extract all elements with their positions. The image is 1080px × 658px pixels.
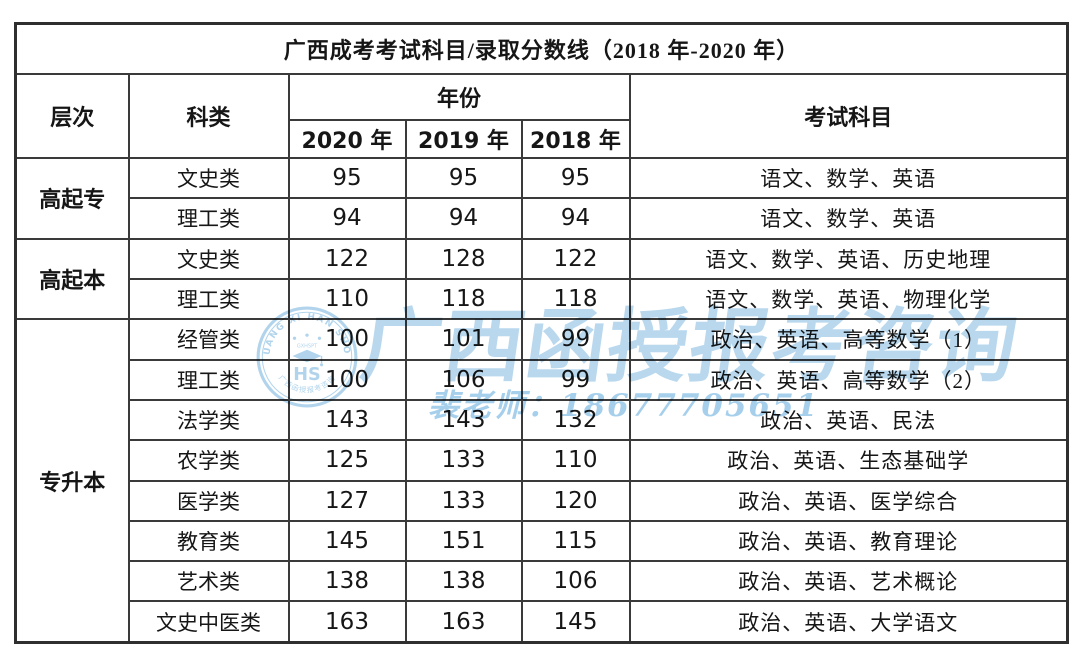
subjects-cell: 政治、英语、医学综合 xyxy=(628,479,1069,522)
subjects-cell: 语文、数学、英语、物理化学 xyxy=(628,277,1069,321)
table-row: 文史中医类 163 163 145 政治、英语、大学语文 xyxy=(16,600,1069,644)
score-cell: 115 xyxy=(520,519,631,563)
score-cell: 163 xyxy=(287,600,407,644)
level-cell: 高起本 xyxy=(14,237,130,321)
score-cell: 94 xyxy=(287,197,407,240)
score-cell: 133 xyxy=(404,479,523,522)
score-table: 广西成考考试科目/录取分数线（2018 年-2020 年） 层次 科类 年份 考… xyxy=(14,22,1070,644)
score-cell: 127 xyxy=(287,479,407,522)
score-cell: 99 xyxy=(520,318,631,361)
category-cell: 医学类 xyxy=(127,479,290,522)
col-header-year-2020: 2020 年 xyxy=(287,119,407,159)
category-cell: 理工类 xyxy=(127,197,290,240)
score-cell: 94 xyxy=(520,197,631,240)
score-cell: 106 xyxy=(404,358,523,401)
table-row: 高起本 文史类 122 128 122 语文、数学、英语、历史地理 xyxy=(14,237,1069,321)
category-cell: 农学类 xyxy=(127,439,290,482)
score-cell: 151 xyxy=(404,519,523,563)
category-cell: 理工类 xyxy=(127,358,290,401)
category-cell: 理工类 xyxy=(127,277,290,321)
table-row: 教育类 145 151 115 政治、英语、教育理论 xyxy=(16,519,1069,563)
score-cell: 95 xyxy=(404,156,523,200)
table-row: 理工类 100 106 99 政治、英语、高等数学（2） xyxy=(16,358,1069,401)
score-cell: 100 xyxy=(287,358,407,401)
score-cell: 118 xyxy=(520,277,631,321)
col-header-category: 科类 xyxy=(127,73,290,159)
level-cell: 高起专 xyxy=(14,157,130,240)
table-row: 农学类 125 133 110 政治、英语、生态基础学 xyxy=(16,439,1069,482)
score-cell: 106 xyxy=(520,560,631,603)
category-cell: 文史类 xyxy=(127,237,290,280)
score-cell: 125 xyxy=(287,439,407,482)
score-cell: 128 xyxy=(404,237,523,280)
score-cell: 95 xyxy=(287,156,407,200)
score-cell: 99 xyxy=(520,358,631,401)
header-row-top: 层次 科类 年份 考试科目 xyxy=(14,73,1069,159)
level-cell: 专升本 xyxy=(14,318,130,644)
score-cell: 133 xyxy=(404,439,523,482)
subjects-cell: 政治、英语、艺术概论 xyxy=(628,560,1069,603)
score-cell: 145 xyxy=(287,519,407,563)
table-row: 医学类 127 133 120 政治、英语、医学综合 xyxy=(16,479,1069,522)
table-row: 专升本 经管类 100 101 99 政治、英语、高等数学（1） xyxy=(14,318,1069,644)
table-row: 法学类 143 143 132 政治、英语、民法 xyxy=(16,398,1069,442)
subjects-cell: 政治、英语、教育理论 xyxy=(628,519,1069,563)
subjects-cell: 语文、数学、英语、历史地理 xyxy=(628,237,1069,280)
col-header-year-2018: 2018 年 xyxy=(520,119,631,159)
table-body: 高起专 文史类 95 95 95 语文、数学、英语 理工类 94 94 94 语文、数学、英语 高起本… xyxy=(14,156,1069,644)
table-row: 艺术类 138 138 106 政治、英语、艺术概论 xyxy=(16,560,1069,603)
score-cell: 94 xyxy=(404,197,523,240)
category-cell: 文史中医类 xyxy=(127,600,290,644)
subjects-cell: 政治、英语、大学语文 xyxy=(628,600,1069,644)
score-cell: 138 xyxy=(404,560,523,603)
table-row: 理工类 94 94 94 语文、数学、英语 xyxy=(16,197,1069,240)
category-cell: 教育类 xyxy=(127,519,290,563)
score-cell: 122 xyxy=(520,237,631,280)
score-cell: 110 xyxy=(287,277,407,321)
score-cell: 120 xyxy=(520,479,631,522)
category-cell: 法学类 xyxy=(127,398,290,442)
score-cell: 143 xyxy=(404,398,523,442)
col-header-year-2019: 2019 年 xyxy=(404,119,523,159)
subjects-cell: 政治、英语、生态基础学 xyxy=(628,439,1069,482)
score-cell: 143 xyxy=(287,398,407,442)
col-header-year-group: 年份 xyxy=(287,73,631,121)
score-cell: 132 xyxy=(520,398,631,442)
score-cell: 138 xyxy=(287,560,407,603)
table-row: 高起专 文史类 95 95 95 语文、数学、英语 xyxy=(14,156,1069,240)
score-cell: 110 xyxy=(520,439,631,482)
subjects-cell: 语文、数学、英语 xyxy=(628,197,1069,240)
category-cell: 文史类 xyxy=(127,156,290,200)
header-row-years: 2020 年 2019 年 2018 年 xyxy=(16,119,1068,159)
score-cell: 118 xyxy=(404,277,523,321)
score-cell: 145 xyxy=(520,600,631,644)
score-cell: 163 xyxy=(404,600,523,644)
subjects-cell: 政治、英语、高等数学（1） xyxy=(628,318,1069,361)
table-title: 广西成考考试科目/录取分数线（2018 年-2020 年） xyxy=(14,22,1069,75)
col-header-level: 层次 xyxy=(14,73,130,159)
col-header-subjects: 考试科目 xyxy=(628,73,1069,159)
category-cell: 经管类 xyxy=(127,318,290,361)
score-cell: 100 xyxy=(287,318,407,361)
subjects-cell: 政治、英语、高等数学（2） xyxy=(628,358,1069,401)
score-cell: 101 xyxy=(404,318,523,361)
table-row: 理工类 110 118 118 语文、数学、英语、物理化学 xyxy=(16,277,1069,321)
subjects-cell: 语文、数学、英语 xyxy=(628,156,1069,200)
category-cell: 艺术类 xyxy=(127,560,290,603)
title-row: 广西成考考试科目/录取分数线（2018 年-2020 年） xyxy=(14,22,1069,75)
subjects-cell: 政治、英语、民法 xyxy=(628,398,1069,442)
score-cell: 122 xyxy=(287,237,407,280)
score-cell: 95 xyxy=(520,156,631,200)
